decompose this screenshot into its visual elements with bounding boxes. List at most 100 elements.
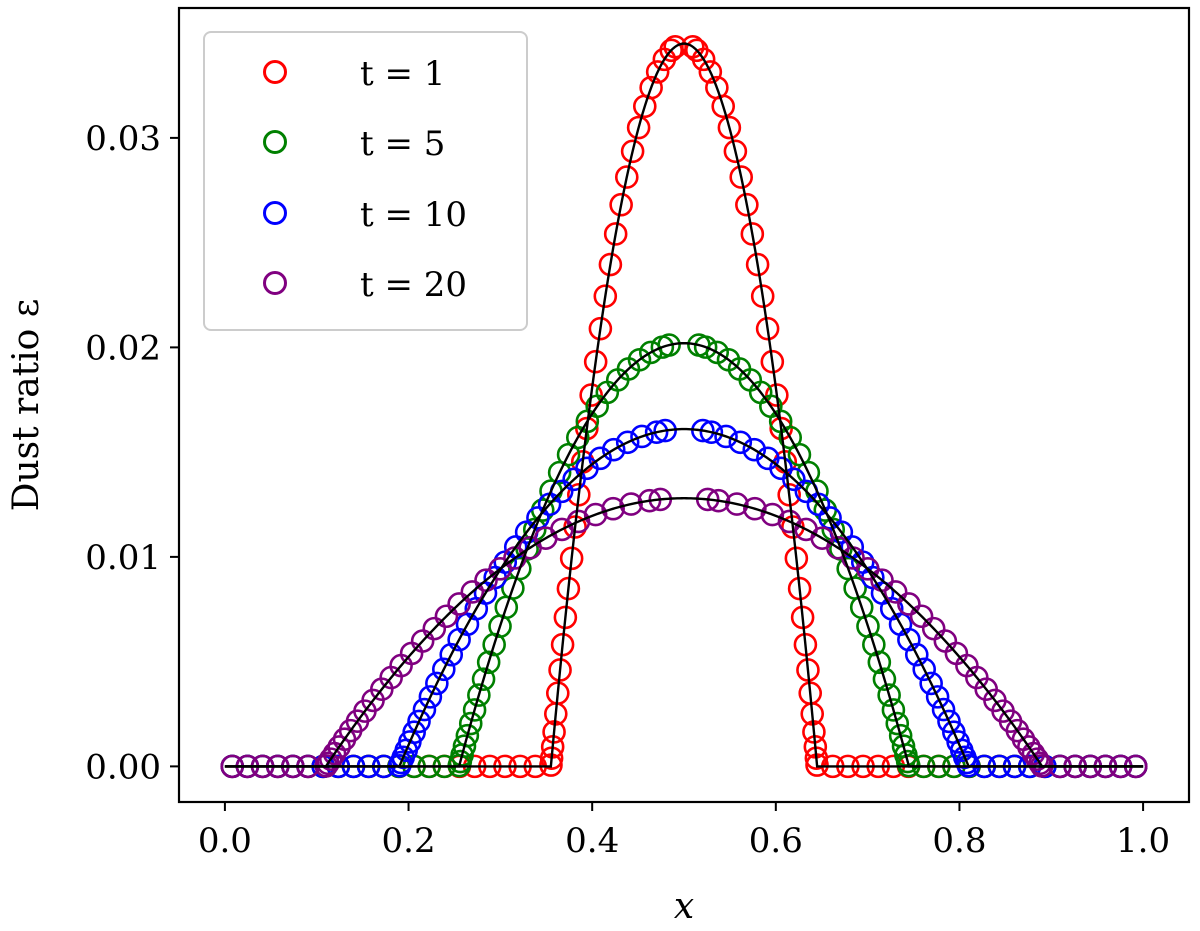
data-point (1025, 747, 1050, 771)
data-point (777, 482, 801, 507)
data-point (418, 685, 443, 709)
legend-label-t5: t = 5 (360, 124, 445, 164)
plot-frame (177, 6, 1191, 804)
legend-label-t1: t = 1 (360, 54, 445, 94)
analytic-curve-4 (224, 497, 1144, 768)
data-point (637, 488, 662, 513)
data-point (455, 723, 480, 748)
data-point (912, 657, 937, 682)
data-point (467, 683, 491, 707)
legend-marker-t1 (263, 60, 287, 84)
data-point (439, 642, 464, 667)
data-point (881, 698, 906, 722)
data-point (897, 627, 921, 652)
data-point (743, 496, 767, 521)
data-point (526, 506, 550, 530)
data-point (601, 496, 625, 521)
data-point (885, 711, 910, 736)
y-tick-label: 0.03 (85, 119, 161, 159)
data-point (937, 709, 961, 734)
data-point (919, 671, 943, 696)
x-axis-ticks: 0.0 0.2 0.4 0.6 0.8 1.0 (198, 802, 1170, 861)
data-point (579, 383, 603, 407)
data-point (782, 467, 806, 492)
data-point (318, 747, 343, 771)
data-point (867, 650, 892, 675)
data-point (452, 734, 477, 759)
data-point (691, 47, 716, 72)
data-point (431, 657, 456, 682)
data-point (714, 424, 738, 449)
data-point (603, 222, 628, 246)
data-point (626, 115, 651, 140)
data-point (698, 60, 723, 84)
data-point (462, 698, 487, 722)
legend: t = 1 t = 5 t = 10 t = 20 (203, 31, 528, 331)
data-point (609, 192, 633, 217)
plot-area (220, 34, 1148, 779)
legend-label-t20: t = 20 (360, 265, 467, 305)
data-point (476, 650, 501, 675)
data-point (447, 592, 471, 616)
data-point (402, 720, 426, 745)
data-point (765, 383, 789, 407)
data-point (723, 139, 748, 164)
legend-marker-t5 (263, 130, 287, 154)
y-axis-label: Dust ratio ε (6, 299, 47, 512)
data-point (897, 592, 921, 616)
y-tick-label: 0.01 (85, 538, 161, 578)
data-point (471, 667, 496, 691)
data-point (412, 697, 437, 722)
x-axis-label: x (674, 886, 694, 927)
data-point (425, 671, 449, 696)
data-point (1017, 735, 1041, 759)
data-point (460, 580, 485, 604)
data-point (598, 252, 623, 277)
data-point (567, 482, 591, 507)
data-point (620, 139, 645, 164)
data-point (760, 349, 785, 374)
data-point (458, 711, 483, 736)
data-point (630, 424, 654, 449)
data-point (872, 667, 897, 691)
data-point (909, 604, 934, 629)
data-point (740, 222, 765, 246)
data-point (699, 420, 724, 445)
data-point (735, 192, 759, 217)
data-point (422, 616, 447, 641)
legend-marker-t20 (263, 271, 287, 295)
data-point (693, 335, 718, 359)
y-axis-ticks: 0.00 0.01 0.02 0.03 (85, 119, 179, 787)
x-tick-label: 0.6 (749, 821, 803, 861)
data-point (588, 316, 613, 341)
data-point (769, 416, 793, 441)
data-point (645, 60, 670, 84)
data-point (711, 94, 736, 119)
x-tick-label: 1.0 (1116, 821, 1170, 861)
data-point (904, 642, 929, 667)
x-tick-label: 0.4 (565, 821, 619, 861)
legend-marker-t10 (263, 201, 287, 225)
data-point (755, 316, 780, 341)
data-point (717, 115, 742, 140)
data-point (639, 75, 663, 100)
data-point (614, 165, 639, 189)
data-point (583, 502, 608, 527)
y-tick-label: 0.02 (85, 328, 161, 368)
x-tick-label: 0.2 (382, 821, 436, 861)
data-point (862, 632, 886, 657)
data-point (575, 416, 599, 441)
data-point (728, 430, 753, 455)
y-tick-label: 0.00 (85, 747, 161, 787)
data-point (725, 492, 749, 516)
data-point (925, 685, 950, 709)
analytic-curve-3 (224, 427, 1144, 768)
data-point (745, 252, 770, 277)
data-point (615, 430, 640, 455)
data-point (657, 333, 681, 357)
data-point (855, 557, 880, 581)
data-point (818, 506, 842, 530)
data-point (750, 284, 775, 308)
data-point (706, 488, 731, 513)
